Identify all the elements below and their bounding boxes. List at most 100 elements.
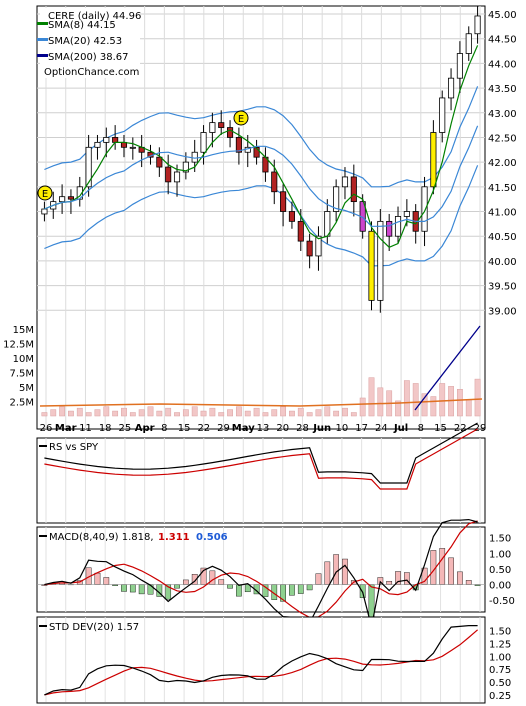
macd-histogram-bar (439, 548, 446, 585)
candle-body (94, 141, 101, 148)
volume-bar (465, 399, 472, 417)
volume-bar (41, 412, 48, 417)
stddev-lines (44, 625, 478, 696)
candle-body (394, 216, 402, 237)
rs-gridlines (45, 438, 481, 523)
candle-body (474, 15, 481, 35)
volume-bar (50, 409, 57, 417)
candle-body (456, 53, 463, 79)
volume-bar (191, 406, 198, 417)
price-gridlines (37, 6, 485, 429)
x-tick-label: Jul (393, 423, 408, 434)
volume-bar (368, 377, 375, 417)
volume-bar (359, 397, 366, 417)
candle-body (386, 220, 393, 237)
volume-bar (235, 406, 242, 417)
volume-bar (129, 412, 136, 417)
watermark: OptionChance.com (44, 67, 139, 78)
volume-bar (85, 412, 92, 417)
x-tick-label: May (232, 423, 255, 434)
price-tick-label: 42.00 (488, 158, 517, 169)
candle-body (209, 122, 216, 133)
rs-title: RS vs SPY (49, 442, 99, 453)
volume-bar (439, 383, 446, 417)
volume-bar (306, 412, 313, 417)
x-tick-label: 15 (434, 423, 447, 434)
volume-bar (165, 407, 172, 417)
macd-panel: 1.50 1.00 0.50 0.00 -0.50 MACD(8,40,9) 1.818… (36, 518, 515, 627)
price-tick-label: 44.50 (488, 35, 517, 46)
macd-histogram-bar (448, 557, 454, 585)
price-tick-label: 41.50 (488, 183, 517, 194)
candlesticks (41, 6, 481, 313)
macd-histogram-bar (324, 561, 331, 585)
macd-histogram-bar (209, 570, 216, 585)
stddev-tick-label: 0.75 (489, 665, 511, 676)
stddev-title: STD DEV(20) 1.57 (49, 622, 139, 633)
candle-body (350, 176, 357, 203)
volume-bar (333, 410, 340, 417)
rs-lines (44, 422, 478, 490)
volume-bar (412, 383, 419, 417)
macd-signal-line (44, 520, 478, 619)
candle-body (182, 161, 189, 173)
candle-body (218, 122, 225, 128)
macd-hist-value: 0.506 (196, 532, 228, 543)
x-tick-label: 17 (355, 423, 368, 434)
volume-bar (76, 407, 83, 417)
candle-body (85, 146, 92, 188)
stddev-average-line (44, 629, 478, 696)
macd-line (44, 518, 478, 627)
volume-bar (430, 396, 437, 417)
legend-swatch-sma20 (37, 38, 48, 41)
x-tick-label: 18 (99, 423, 112, 434)
x-tick-label: 8 (418, 423, 424, 434)
sma8-line (44, 45, 479, 249)
macd-tick-label: 0.50 (489, 565, 511, 576)
candle-body (439, 97, 446, 133)
volume-bar (112, 410, 119, 417)
sma200-line (414, 325, 481, 411)
x-tick-label: 22 (454, 423, 467, 434)
x-tick-label: Mar (55, 423, 77, 434)
bollinger-upper (44, 86, 479, 188)
legend-sma20: SMA(20) 42.53 (48, 36, 122, 47)
volume-bar (147, 406, 154, 417)
candle-body (253, 146, 260, 158)
x-tick-label: 26 (40, 423, 53, 434)
volume-bar (280, 406, 287, 417)
macd-histogram-bar (236, 584, 242, 597)
candle-body (368, 230, 375, 301)
macd-histogram-bar (457, 571, 463, 585)
volume-bar (138, 409, 145, 417)
volume-average-line (39, 398, 483, 407)
volume-bar (121, 407, 127, 417)
stddev-panel: 1.50 1.251.00 0.75 0.50 0.25 STD DEV(20) 1.5… (36, 616, 511, 704)
earnings-marker (233, 110, 249, 126)
legend-sma200: SMA(200) 38.67 (48, 52, 129, 63)
x-tick-label: Apr (135, 423, 155, 434)
stddev-tick-label: 1.25 (489, 640, 511, 651)
macd-histogram-bar (333, 554, 339, 585)
macd-panel-frame (36, 526, 486, 613)
candle-body (112, 137, 119, 143)
rs-panel: RS vs SPY (36, 422, 486, 524)
volume-bar (474, 378, 481, 417)
macd-histogram-bar (218, 579, 225, 585)
x-tick-label: 22 (197, 423, 210, 434)
stddev-line (44, 625, 478, 696)
macd-histogram-bar (315, 573, 322, 585)
candle-body (333, 186, 340, 212)
rs-panel-frame (36, 437, 486, 524)
candle-body (465, 33, 472, 54)
volume-y-axis: 15M 12.5M 10M 7.5M 5M 2.5M (3, 325, 34, 409)
candle-body (235, 137, 242, 153)
candle-body (129, 146, 136, 149)
volume-tick-label: 15M (13, 325, 34, 336)
x-tick-label: 20 (276, 423, 289, 434)
earnings-marker (37, 185, 53, 201)
price-tick-label: 45.00 (488, 10, 517, 21)
volume-bar (94, 409, 101, 417)
volume-bar (59, 406, 66, 417)
